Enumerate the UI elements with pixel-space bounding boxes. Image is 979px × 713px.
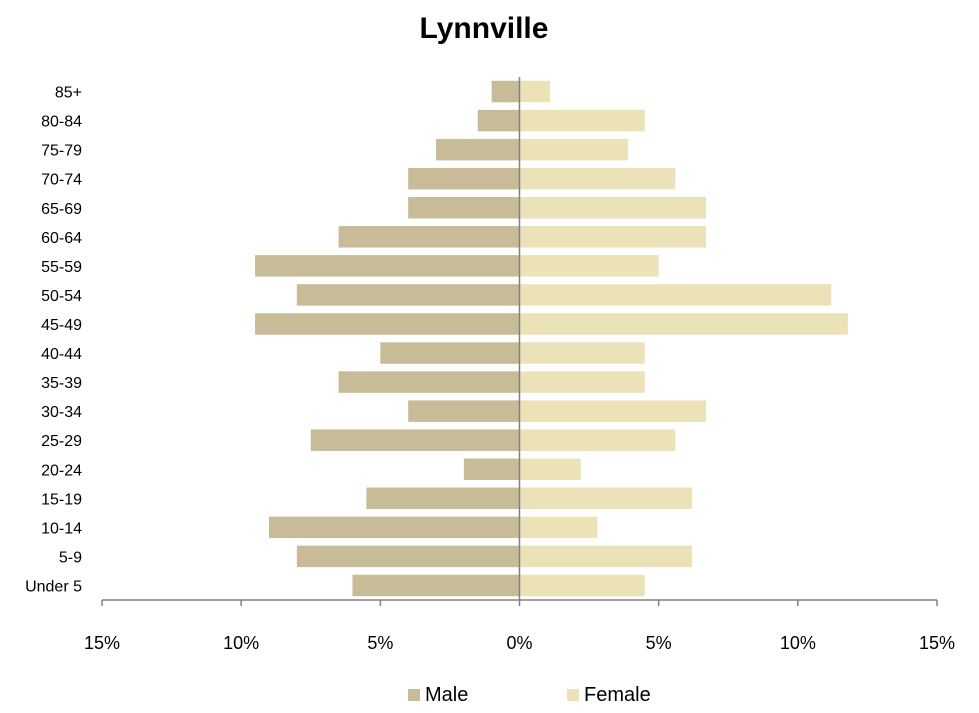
bar-male-60-64 — [338, 226, 520, 248]
bar-male-35-39 — [338, 371, 520, 393]
bar-female-75-79 — [519, 138, 629, 161]
legend: Male Female — [408, 684, 651, 706]
bar-female-20-24 — [519, 458, 581, 481]
category-label: 20-24 — [41, 462, 82, 479]
x-tick-label: 15% — [84, 633, 120, 653]
bar-female-5-9 — [519, 545, 693, 568]
bar-male-55-59 — [255, 255, 520, 277]
bar-male-10-14 — [269, 516, 520, 539]
bar-female-70-74 — [519, 167, 676, 190]
bar-male-45-49 — [255, 313, 520, 335]
bar-male-25-29 — [310, 429, 520, 451]
legend-swatch-female — [567, 689, 579, 701]
category-label: 60-64 — [41, 230, 82, 247]
bar-female-50-54 — [519, 284, 832, 306]
bar-female-40-44 — [519, 342, 645, 364]
legend-label-male: Male — [425, 684, 468, 706]
x-tick-label: 5% — [646, 633, 672, 653]
bar-female-55-59 — [519, 255, 659, 277]
bar-male-40-44 — [380, 342, 520, 364]
bar-female-under-5 — [519, 574, 645, 597]
bar-male-85- — [491, 80, 520, 103]
bar-male-70-74 — [408, 167, 520, 190]
chart-title: Lynnville — [420, 12, 549, 45]
legend-swatch-male — [408, 689, 420, 701]
category-label: 25-29 — [41, 433, 82, 450]
category-label: Under 5 — [25, 578, 82, 595]
category-label: 75-79 — [41, 143, 82, 160]
bar-female-10-14 — [519, 516, 598, 539]
bar-male-20-24 — [463, 458, 520, 481]
bar-female-30-34 — [519, 400, 706, 422]
bar-female-25-29 — [519, 429, 676, 451]
category-label: 40-44 — [41, 346, 82, 363]
bar-male-5-9 — [296, 545, 520, 568]
x-axis-ticks: 15% 10% 5% 0% 5% 10% 15% — [84, 600, 955, 653]
x-tick-label: 10% — [780, 633, 816, 653]
bar-female-80-84 — [519, 109, 645, 132]
category-label: 45-49 — [41, 317, 82, 334]
bar-male-80-84 — [477, 109, 520, 132]
category-label: 70-74 — [41, 172, 82, 189]
category-label: 10-14 — [41, 520, 82, 537]
category-label: 35-39 — [41, 375, 82, 392]
bar-male-50-54 — [296, 284, 520, 306]
legend-label-female: Female — [584, 684, 651, 706]
category-label: 80-84 — [41, 114, 82, 131]
bar-female-65-69 — [519, 196, 706, 219]
bar-male-75-79 — [436, 138, 520, 161]
x-tick-label: 10% — [223, 633, 259, 653]
category-label: 85+ — [55, 85, 82, 102]
bar-male-30-34 — [408, 400, 520, 422]
bar-male-65-69 — [408, 196, 520, 219]
bar-female-60-64 — [519, 226, 706, 248]
bar-male-15-19 — [366, 487, 520, 510]
bar-female-15-19 — [519, 487, 693, 510]
x-tick-label: 15% — [919, 633, 955, 653]
category-label: 55-59 — [41, 259, 82, 276]
bar-male-under-5 — [352, 574, 520, 597]
bars-group — [255, 80, 848, 597]
category-label: 50-54 — [41, 288, 82, 305]
category-label: 5-9 — [59, 549, 82, 566]
bar-female-85- — [519, 80, 551, 103]
category-label: 30-34 — [41, 404, 82, 421]
category-label: 65-69 — [41, 201, 82, 218]
category-labels: 85+ 80-84 75-79 70-74 65-69 60-64 55-59 50-54 45… — [25, 85, 82, 596]
bar-female-45-49 — [519, 313, 848, 335]
x-tick-label: 0% — [506, 633, 532, 653]
bar-female-35-39 — [519, 371, 645, 393]
x-tick-label: 5% — [367, 633, 393, 653]
category-label: 15-19 — [41, 491, 82, 508]
